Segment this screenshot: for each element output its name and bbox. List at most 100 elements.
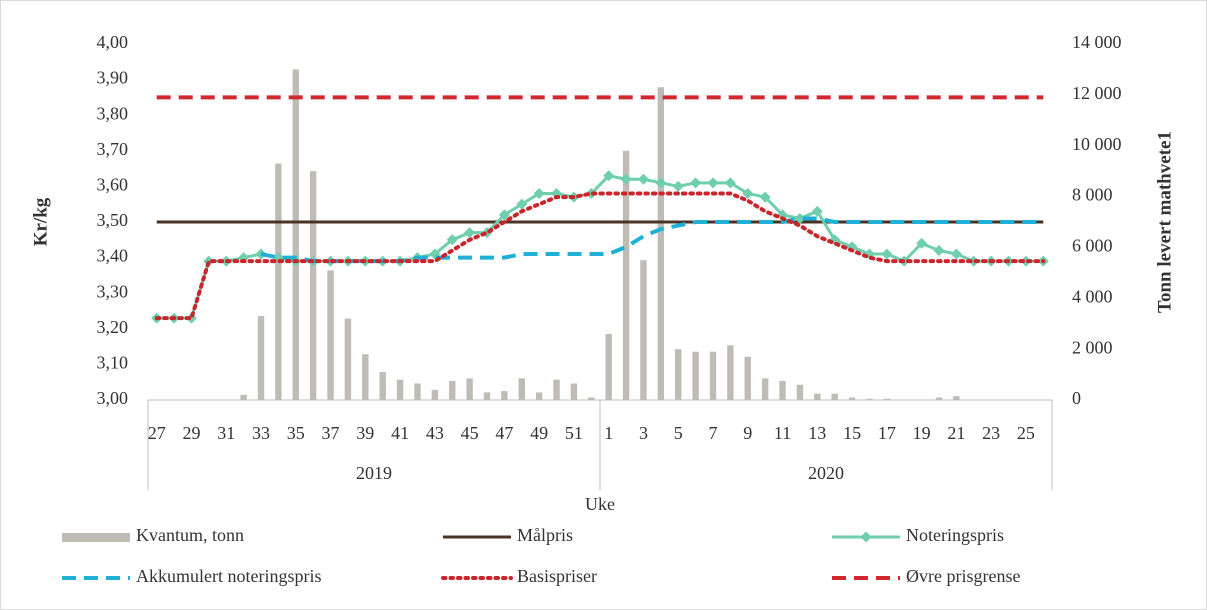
y2-axis-title: Tonn levert mathvete1 xyxy=(1154,131,1175,313)
legend-label: Basispriser xyxy=(517,566,597,586)
point-marker xyxy=(464,227,476,239)
point-marker xyxy=(724,177,736,189)
bar xyxy=(431,389,439,400)
x-tick-label: 39 xyxy=(356,423,374,443)
x-tick-label: 49 xyxy=(530,423,548,443)
legend-label: Kvantum, tonn xyxy=(136,525,244,545)
bar xyxy=(275,163,282,400)
x-tick-label: 15 xyxy=(843,423,861,443)
bar xyxy=(796,384,804,400)
x-tick-label: 47 xyxy=(495,423,513,443)
bar xyxy=(379,372,386,400)
bar xyxy=(518,378,525,400)
x-tick-label: 27 xyxy=(148,423,166,443)
point-marker xyxy=(916,237,928,249)
x-tick-label: 1 xyxy=(604,423,613,443)
point-marker xyxy=(811,205,823,217)
bar xyxy=(709,351,717,400)
y-axis-title: Kr/kg xyxy=(30,197,51,246)
bar xyxy=(501,391,508,400)
y2-tick-label: 10 000 xyxy=(1072,134,1122,154)
bar xyxy=(953,396,960,400)
point-marker xyxy=(655,177,667,189)
bar xyxy=(292,69,299,400)
y-tick-label: 3,40 xyxy=(97,246,129,266)
line-series xyxy=(154,191,1046,321)
y-tick-label: 3,50 xyxy=(97,210,129,230)
point-marker xyxy=(446,234,458,246)
point-marker xyxy=(933,244,945,256)
y-tick-label: 3,70 xyxy=(97,139,129,159)
x-tick-label: 43 xyxy=(426,423,444,443)
y-tick-label: 3,30 xyxy=(97,281,129,301)
x-tick-label: 13 xyxy=(808,423,826,443)
y2-tick-label: 6 000 xyxy=(1072,236,1113,256)
legend-label: Akkumulert noteringspris xyxy=(136,566,321,586)
bar xyxy=(622,150,630,400)
bar xyxy=(483,392,491,400)
x-tick-label: 17 xyxy=(878,423,896,443)
y2-tick-label: 0 xyxy=(1072,388,1081,408)
x-tick-label: 41 xyxy=(391,423,409,443)
bar xyxy=(744,356,751,400)
bar xyxy=(240,394,247,400)
x-tick-label: 51 xyxy=(565,423,583,443)
bar xyxy=(466,378,473,400)
bar xyxy=(761,378,769,400)
point-marker xyxy=(672,180,684,192)
x-tick-label: 21 xyxy=(947,423,965,443)
legend-label: Målpris xyxy=(517,525,573,545)
x-tick-label: 5 xyxy=(674,423,683,443)
point-marker xyxy=(620,173,632,185)
y2-tick-label: 8 000 xyxy=(1072,185,1113,205)
bar xyxy=(779,380,786,400)
point-marker xyxy=(794,212,806,224)
x-tick-label: 23 xyxy=(982,423,1000,443)
bar xyxy=(640,260,647,400)
group-label: 2020 xyxy=(808,463,844,483)
point-marker xyxy=(950,248,962,260)
x-tick-label: 33 xyxy=(252,423,270,443)
x-tick-label: 9 xyxy=(743,423,752,443)
x-tick-label: 31 xyxy=(217,423,235,443)
bar xyxy=(848,397,856,400)
bar xyxy=(727,345,734,400)
group-label: 2019 xyxy=(356,463,392,483)
y2-tick-label: 14 000 xyxy=(1072,32,1122,52)
point-marker xyxy=(533,188,545,200)
bar xyxy=(692,351,699,400)
legend-marker xyxy=(860,531,872,543)
bar xyxy=(449,380,456,400)
bar xyxy=(414,383,421,400)
x-tick-label: 45 xyxy=(461,423,479,443)
bar xyxy=(396,379,404,400)
y-tick-label: 3,80 xyxy=(97,103,129,123)
legend-swatch xyxy=(62,533,130,542)
y2-tick-label: 12 000 xyxy=(1072,83,1122,103)
point-marker xyxy=(759,191,771,203)
x-tick-label: 35 xyxy=(287,423,305,443)
point-marker xyxy=(1020,255,1032,267)
bar xyxy=(309,171,317,400)
point-marker xyxy=(637,173,649,185)
x-axis-title: Uke xyxy=(585,494,615,514)
legend-label: Øvre prisgrense xyxy=(906,566,1020,586)
line-series xyxy=(260,216,1044,264)
point-marker xyxy=(863,248,875,260)
x-tick-label: 3 xyxy=(639,423,648,443)
x-tick-label: 11 xyxy=(774,423,791,443)
legend-label: Noteringspris xyxy=(906,525,1004,545)
bar xyxy=(570,383,578,400)
y-tick-label: 3,20 xyxy=(97,317,129,337)
y2-tick-label: 2 000 xyxy=(1072,337,1113,357)
y-tick-label: 3,60 xyxy=(97,175,129,195)
bar xyxy=(605,333,612,400)
y-tick-label: 3,90 xyxy=(97,68,129,88)
point-marker xyxy=(881,248,893,260)
bar xyxy=(257,316,265,400)
point-marker xyxy=(603,170,615,182)
bar xyxy=(657,87,665,400)
bar xyxy=(883,398,891,400)
